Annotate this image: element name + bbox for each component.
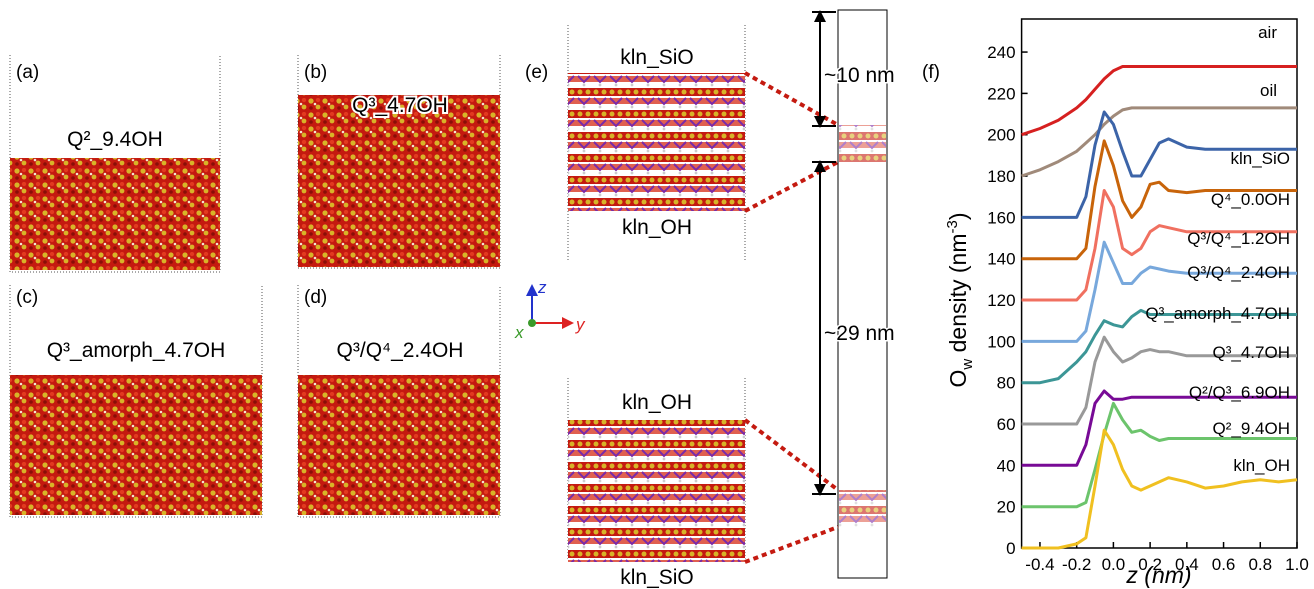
x-tick-label: 0.2: [1138, 555, 1162, 574]
dimension-label: ~10 nm: [824, 64, 895, 87]
panel-label: (e): [525, 62, 548, 83]
panel-b: (b) Q³_4.7OH: [298, 55, 500, 268]
panel-title: Q³_4.7OH: [352, 94, 448, 117]
structure: [298, 95, 500, 267]
y-tick-label: 60: [997, 415, 1016, 434]
y-tick-label: 180: [987, 167, 1015, 186]
panel-d: (d) Q³/Q⁴_2.4OH: [298, 285, 500, 517]
x-tick-label: 0.0: [1102, 555, 1126, 574]
panel-a: (a) Q²_9.4OH: [10, 55, 220, 272]
structure: [568, 73, 745, 211]
y-axis-title-part: ): [945, 212, 971, 220]
series-label: Q²_9.4OH: [1213, 419, 1290, 438]
series-label: Q³/Q⁴_1.2OH: [1187, 229, 1290, 248]
slab-label: kln_SiO: [620, 46, 694, 69]
y-tick-label: 100: [987, 332, 1015, 351]
series-line: [1022, 67, 1297, 135]
connectors: [745, 73, 838, 562]
slab-label: kln_OH: [622, 216, 692, 239]
panel-e: (e) kln_SiO kln_OH kln_OH kln_SiO ~10 nm…: [525, 10, 895, 589]
figure: (a) Q²_9.4OH (b) Q³_4.7OH (c) Q³_amorph_…: [0, 0, 1314, 589]
x-axis-dot: [528, 319, 536, 327]
x-tick-label: -0.2: [1062, 555, 1091, 574]
structure: [10, 158, 220, 270]
y-tick-label: 80: [997, 374, 1016, 393]
series-line: [1022, 242, 1297, 341]
panel-label: (c): [16, 287, 38, 308]
dimension-label: ~29 nm: [824, 322, 895, 345]
structure: [298, 375, 500, 515]
panel-label: (f): [922, 62, 940, 83]
y-label: y: [575, 315, 586, 334]
y-axis-title-sup: -3: [944, 220, 961, 233]
x-tick-label: 0.8: [1248, 555, 1272, 574]
x-tick-label: 0.4: [1175, 555, 1199, 574]
panel-title: Q²_9.4OH: [67, 128, 163, 151]
y-tick-label: 20: [997, 498, 1016, 517]
series-label: air: [1258, 23, 1277, 42]
series-label: kln_OH: [1233, 456, 1290, 475]
z-label: z: [537, 278, 547, 297]
panel-label: (a): [16, 62, 39, 83]
x-tick-label: -0.4: [1025, 555, 1054, 574]
y-tick-label: 40: [997, 456, 1016, 475]
structure: [568, 420, 745, 562]
series-label: Q³_4.7OH: [1213, 343, 1290, 362]
slab: [839, 490, 886, 527]
y-axis-title: Ow density (nm-3): [944, 212, 976, 387]
y-tick-label: 200: [987, 126, 1015, 145]
x-label: x: [514, 323, 524, 342]
y-axis-title-part: density (nm: [945, 234, 971, 359]
structure: [10, 375, 262, 515]
x-tick-label: 1.0: [1285, 555, 1309, 574]
y-axis-title-part: O: [945, 370, 971, 388]
slab: [839, 125, 886, 162]
panel-title: Q³/Q⁴_2.4OH: [337, 339, 464, 362]
y-axis-title-sub: w: [959, 359, 976, 371]
panel-c: (c) Q³_amorph_4.7OH: [10, 285, 262, 517]
slab-label: kln_SiO: [620, 566, 694, 589]
series-label: Q³_amorph_4.7OH: [1145, 304, 1290, 323]
axes-triad: z y x: [514, 278, 586, 342]
y-tick-label: 140: [987, 250, 1015, 269]
slab-label: kln_OH: [622, 391, 692, 414]
series-label: Q²/Q³_6.9OH: [1189, 383, 1290, 402]
panel-f: (f) z (nm) Ow density (nm-3) 02040608010…: [922, 19, 1309, 588]
y-tick-label: 0: [1006, 539, 1015, 558]
series-label: kln_SiO: [1230, 149, 1290, 168]
panel-label: (b): [304, 62, 327, 83]
series-label: Q³/Q⁴_2.4OH: [1187, 263, 1290, 282]
y-tick-label: 160: [987, 208, 1015, 227]
panel-label: (d): [304, 287, 327, 308]
series-label: oil: [1260, 81, 1277, 100]
y-tick-label: 220: [987, 84, 1015, 103]
x-tick-label: 0.6: [1212, 555, 1236, 574]
y-tick-label: 120: [987, 291, 1015, 310]
y-tick-label: 240: [987, 43, 1015, 62]
series-label: Q⁴_0.0OH: [1211, 190, 1290, 209]
series-line: [1022, 430, 1297, 548]
panel-title: Q³_amorph_4.7OH: [47, 339, 226, 362]
